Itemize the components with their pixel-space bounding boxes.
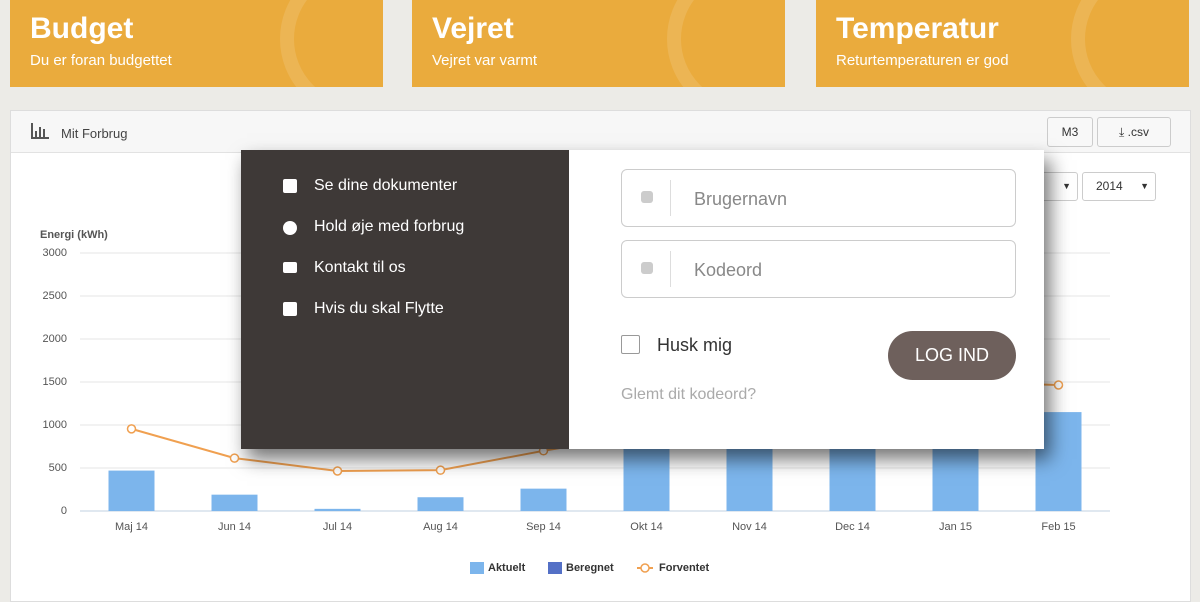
tile[interactable]: Vejret Vejret var varmt <box>412 0 785 87</box>
x-tick-label: Nov 14 <box>732 521 767 533</box>
username-input[interactable]: Brugernavn <box>621 169 1016 227</box>
button-label: .csv <box>1127 125 1149 139</box>
menu-item[interactable]: Kontakt til os <box>314 259 406 276</box>
x-tick-label: Feb 15 <box>1041 521 1075 533</box>
line-point <box>332 466 343 476</box>
tile-subtitle: Du er foran budgettet <box>30 52 172 69</box>
tile[interactable]: Temperatur Returtemperaturen er god <box>816 0 1189 87</box>
y-tick-label: 2000 <box>43 333 67 345</box>
legend-swatch <box>470 562 484 574</box>
bar <box>623 442 670 511</box>
menu-panel: Se dine dokumenter Hold øje med forbrug … <box>241 150 569 449</box>
icon <box>283 221 297 235</box>
remember-checkbox[interactable] <box>621 335 640 354</box>
tile-subtitle: Returtemperaturen er god <box>836 52 1009 69</box>
y-tick-label: 500 <box>49 462 67 474</box>
panel-header: Mit Forbrug M3 ⤓ .csv <box>11 111 1190 153</box>
tile-icon <box>1071 0 1189 87</box>
tile-title: Temperatur <box>836 12 999 45</box>
y-axis-label: Energi (kWh) <box>40 229 108 241</box>
legend-label: Aktuelt <box>488 562 526 574</box>
bar <box>108 470 155 511</box>
y-tick-label: 3000 <box>43 247 67 259</box>
menu-item[interactable]: Se dine dokumenter <box>314 177 458 194</box>
line-point <box>126 424 137 434</box>
line-point <box>435 465 446 475</box>
select-value: 2014 <box>1096 179 1123 193</box>
menu-item[interactable]: Hvis du skal Flytte <box>314 300 444 317</box>
y-tick-label: 1000 <box>43 419 67 431</box>
tile-icon <box>667 0 785 87</box>
login-form: Brugernavn Kodeord Husk mig LOG IND Glem… <box>569 150 1044 449</box>
remember-label[interactable]: Husk mig <box>657 335 733 355</box>
tile-subtitle: Vejret var varmt <box>432 52 538 69</box>
legend-label: Beregnet <box>566 562 614 574</box>
x-tick-label: Jul 14 <box>323 521 352 533</box>
menu-item[interactable]: Hold øje med forbrug <box>314 218 465 235</box>
x-tick-label: Dec 14 <box>835 521 870 533</box>
unit-button[interactable]: M3 <box>1047 117 1093 147</box>
x-tick-label: Sep 14 <box>526 521 561 533</box>
x-tick-label: Jun 14 <box>218 521 251 533</box>
bar <box>520 488 567 511</box>
x-tick-label: Maj 14 <box>115 521 148 533</box>
button-label: M3 <box>1061 125 1079 139</box>
icon <box>283 179 297 193</box>
icon <box>283 302 297 316</box>
csv-button[interactable]: ⤓ .csv <box>1097 117 1171 147</box>
tile-title: Vejret <box>432 12 514 45</box>
y-tick-label: 2500 <box>43 290 67 302</box>
bar <box>314 508 361 511</box>
icon <box>283 262 297 273</box>
x-tick-label: Jan 15 <box>939 521 972 533</box>
tile-icon <box>280 0 383 87</box>
bar <box>417 497 464 511</box>
x-tick-label: Aug 14 <box>423 521 458 533</box>
login-button[interactable]: LOG IND <box>888 331 1016 380</box>
x-tick-label: Okt 14 <box>630 521 662 533</box>
password-input[interactable]: Kodeord <box>621 240 1016 298</box>
line-point <box>229 453 240 463</box>
y-tick-label: 1500 <box>43 376 67 388</box>
tile-title: Budget <box>30 12 134 45</box>
y-tick-label: 0 <box>61 505 67 517</box>
placeholder: Brugernavn <box>694 189 788 209</box>
forgot-link[interactable]: Glemt dit kodeord? <box>621 386 757 403</box>
login-modal: Se dine dokumenter Hold øje med forbrug … <box>241 150 1044 449</box>
legend-swatch <box>640 563 650 573</box>
legend-swatch <box>548 562 562 574</box>
legend-label: Forventet <box>659 562 709 574</box>
line-point <box>1053 380 1064 390</box>
placeholder: Kodeord <box>694 260 763 280</box>
chart-icon <box>31 123 49 139</box>
tile[interactable]: Budget Du er foran budgettet <box>10 0 383 87</box>
panel-title: Mit Forbrug <box>61 126 128 141</box>
year-select[interactable]: 2014 ▼ <box>1082 172 1156 201</box>
bar <box>211 494 258 511</box>
